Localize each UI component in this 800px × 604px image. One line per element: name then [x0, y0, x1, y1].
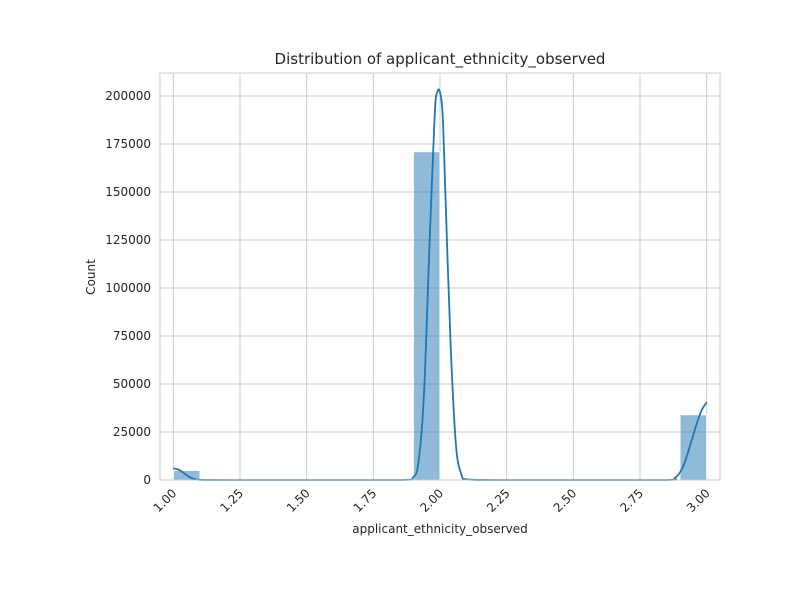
- axes-frame: [159, 72, 721, 481]
- chart-title: Distribution of applicant_ethnicity_obse…: [275, 50, 606, 69]
- y-tick-label: 75000: [113, 329, 151, 343]
- y-tick-label: 200000: [105, 89, 151, 103]
- y-tick-label: 150000: [105, 185, 151, 199]
- x-axis-label: applicant_ethnicity_observed: [352, 522, 528, 536]
- y-axis-label: Count: [84, 259, 98, 295]
- y-tick-label: 25000: [113, 425, 151, 439]
- y-tick-labels: 0 25000 50000 75000 100000 125000 150000 175000…: [105, 89, 151, 487]
- y-tick-label: 175000: [105, 137, 151, 151]
- histogram-bar: [679, 414, 708, 481]
- y-tick-label: 50000: [113, 377, 151, 391]
- y-tick-label: 100000: [105, 281, 151, 295]
- y-tick-label: 125000: [105, 233, 151, 247]
- y-tick-label: 0: [143, 473, 151, 487]
